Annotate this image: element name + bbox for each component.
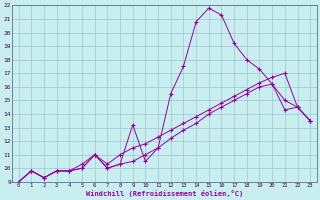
X-axis label: Windchill (Refroidissement éolien,°C): Windchill (Refroidissement éolien,°C) xyxy=(86,190,243,197)
